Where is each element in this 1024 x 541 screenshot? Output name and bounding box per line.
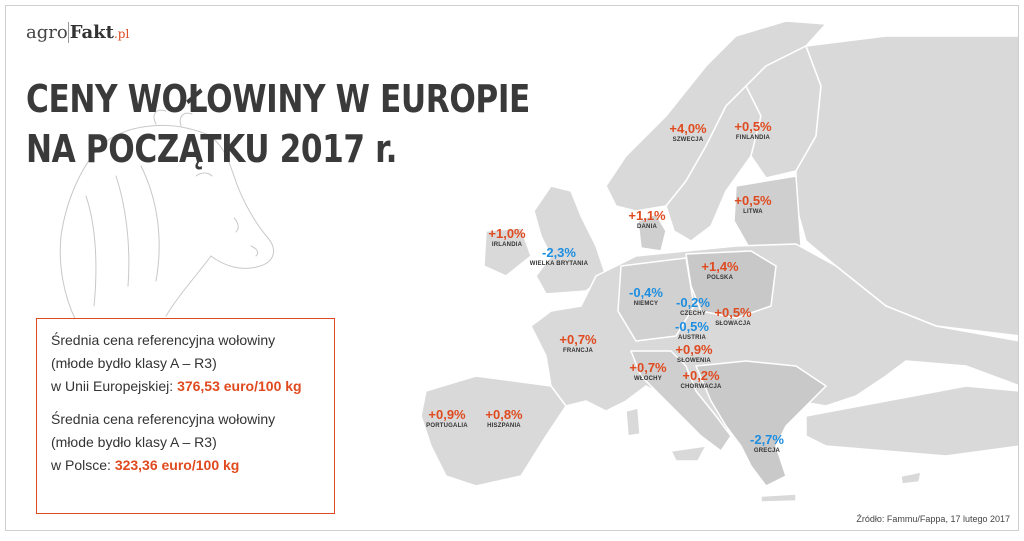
info-eu: Średnia cena referencyjna wołowiny (młod…	[51, 329, 322, 398]
country-name: SŁOWACJA	[715, 321, 751, 327]
land-ireland	[483, 227, 532, 277]
info-box: Średnia cena referencyjna wołowiny (młod…	[36, 318, 335, 514]
country-change: -0,4%	[629, 285, 663, 300]
info-eu-value: 376,53 euro/100 kg	[177, 378, 302, 394]
land-uk	[533, 185, 607, 295]
country-label-szwecja: +4,0% SZWECJA	[669, 122, 706, 144]
europe-map	[420, 20, 1018, 503]
country-label-hiszpania: +0,8% HISZPANIA	[485, 408, 522, 430]
country-name: LITWA	[743, 209, 763, 215]
country-name: IRLANDIA	[491, 242, 523, 248]
country-name: NIEMCY	[633, 301, 659, 307]
country-label-polska: +1,4% POLSKA	[701, 260, 738, 282]
logo-part-pl: .pl	[113, 27, 130, 41]
page-title: CENY WOŁOWINY W EUROPIE NA POCZĄTKU 2017…	[26, 74, 530, 174]
land-turkey	[805, 385, 1018, 457]
country-name: WŁOCHY	[634, 376, 662, 382]
country-change: +0,2%	[682, 368, 720, 383]
country-label-litwa: +0,5% LITWA	[734, 194, 771, 216]
info-pl-prefix: w Polsce:	[51, 457, 111, 473]
land-poland	[685, 250, 777, 319]
title-line-1: CENY WOŁOWINY W EUROPIE	[26, 77, 530, 121]
land-italy	[630, 350, 732, 452]
country-name: POLSKA	[706, 275, 734, 281]
country-label-wielka-brytania: -2,3% WIELKA BRYTANIA	[530, 246, 588, 268]
country-change: +1,0%	[488, 226, 526, 241]
country-label-niemcy: -0,4% NIEMCY	[629, 286, 663, 308]
info-pl-line-2: (młode bydło klasy A – R3)	[51, 434, 217, 450]
country-change: +4,0%	[669, 121, 707, 136]
country-change: +0,9%	[675, 342, 713, 357]
land-crete	[760, 493, 797, 503]
country-change: +1,1%	[628, 208, 666, 223]
country-change: -0,2%	[676, 295, 710, 310]
country-change: +1,4%	[701, 259, 739, 274]
source-note: Źródło: Fammu/Fappa, 17 lutego 2017	[856, 514, 1010, 524]
country-change: +0,9%	[428, 407, 466, 422]
info-pl-value: 323,36 euro/100 kg	[114, 457, 240, 473]
land-iberia	[420, 375, 567, 487]
country-name: GRECJA	[753, 448, 781, 454]
country-label-chorwacja: +0,2% CHORWACJA	[680, 369, 721, 391]
logo-part-agro: agro	[26, 22, 68, 43]
land-balkans	[695, 360, 827, 487]
country-label-slowenia: +0,9% SŁOWENIA	[675, 343, 712, 365]
land-sicily	[670, 445, 707, 462]
info-pl-line-3: w Polsce: 323,36 euro/100 kg	[51, 454, 322, 477]
land-denmark	[637, 213, 667, 252]
country-label-irlandia: +1,0% IRLANDIA	[488, 227, 525, 249]
cow-illustration	[59, 109, 275, 322]
agrofakt-logo: agro Fakt.pl	[26, 22, 129, 43]
land-cyprus	[900, 471, 922, 485]
info-eu-line-3: w Unii Europejskiej: 376,53 euro/100 kg	[51, 375, 322, 398]
country-name: WIELKA BRYTANIA	[529, 261, 589, 267]
country-name: SŁOWENIA	[677, 358, 711, 364]
country-name: FINLANDIA	[735, 135, 771, 141]
country-change: -0,5%	[675, 319, 709, 334]
country-change: +0,7%	[559, 332, 597, 347]
country-change: +0,5%	[714, 305, 752, 320]
info-eu-line-1: Średnia cena referencyjna wołowiny	[51, 332, 276, 348]
land-sardinia	[625, 407, 641, 437]
country-label-wlochy: +0,7% WŁOCHY	[629, 361, 666, 383]
country-name: HISZPANIA	[487, 423, 521, 429]
country-change: +0,5%	[734, 119, 772, 134]
country-name: CZECHY	[680, 311, 706, 317]
country-name: AUSTRIA	[677, 335, 707, 341]
country-change: -2,7%	[750, 432, 784, 447]
info-pl: Średnia cena referencyjna wołowiny (młod…	[51, 408, 322, 477]
country-change: +0,7%	[629, 360, 667, 375]
infographic: agro Fakt.pl CENY WOŁOWINY W EUROPIE NA P…	[5, 5, 1019, 531]
country-label-francja: +0,7% FRANCJA	[559, 333, 596, 355]
country-label-grecja: -2,7% GRECJA	[750, 433, 784, 455]
country-label-finlandia: +0,5% FINLANDIA	[734, 120, 771, 142]
country-name: SZWECJA	[672, 137, 704, 143]
country-change: +0,5%	[734, 193, 772, 208]
logo-part-fakt: Fakt	[67, 22, 114, 43]
title-line-2: NA POCZĄTKU 2017 r.	[26, 127, 398, 171]
country-label-austria: -0,5% AUSTRIA	[675, 320, 709, 342]
country-change: -2,3%	[542, 245, 576, 260]
country-label-dania: +1,1% DANIA	[628, 209, 665, 231]
country-label-portugalia: +0,9% PORTUGALIA	[426, 408, 468, 430]
info-eu-prefix: w Unii Europejskiej:	[51, 378, 174, 394]
country-name: PORTUGALIA	[426, 423, 468, 429]
country-label-czechy: -0,2% CZECHY	[676, 296, 710, 318]
land-germany	[617, 257, 695, 342]
info-pl-line-1: Średnia cena referencyjna wołowiny	[51, 411, 276, 427]
country-name: FRANCJA	[562, 348, 594, 354]
country-name: CHORWACJA	[680, 384, 722, 390]
country-name: DANIA	[636, 224, 657, 230]
country-change: +0,8%	[485, 407, 523, 422]
country-label-slowacja: +0,5% SŁOWACJA	[714, 306, 751, 328]
info-eu-line-2: (młode bydło klasy A – R3)	[51, 355, 217, 371]
